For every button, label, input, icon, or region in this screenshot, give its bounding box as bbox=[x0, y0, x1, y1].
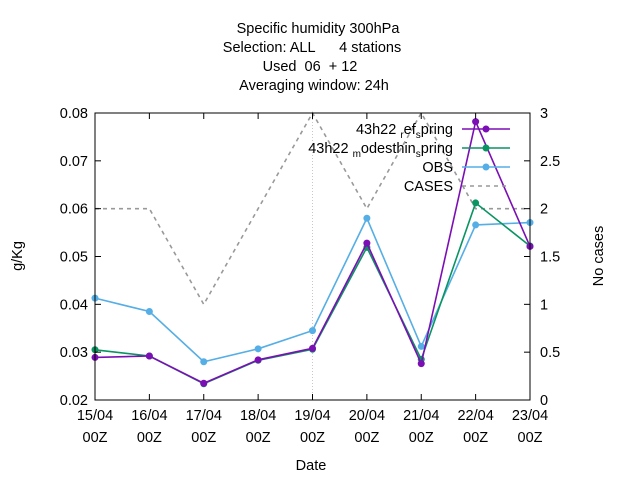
y2-axis-ticks: 0 0.5 1 1.5 2 2.5 3 bbox=[524, 106, 560, 409]
y-tick-label: 0.05 bbox=[60, 250, 88, 266]
series-2-point bbox=[254, 345, 262, 353]
y-tick-label: 0.06 bbox=[60, 202, 88, 218]
x-tick-label-time: 00Z bbox=[191, 430, 216, 446]
x-tick-label-date: 15/04 bbox=[77, 408, 113, 424]
x-tick-label-date: 19/04 bbox=[294, 408, 330, 424]
legend-marker-1 bbox=[482, 144, 490, 152]
x-axis-label: Date bbox=[296, 458, 327, 474]
x-tick-label-time: 00Z bbox=[300, 430, 325, 446]
x-tick-label-time: 00Z bbox=[518, 430, 543, 446]
series-0-point bbox=[254, 356, 262, 364]
series-1-point bbox=[472, 199, 480, 207]
y-tick-label: 0.03 bbox=[60, 345, 88, 361]
chart-title: Specific humidity 300hPa Selection: ALL … bbox=[223, 21, 401, 94]
series-0-point bbox=[200, 379, 208, 387]
x-tick-label-time: 00Z bbox=[354, 430, 379, 446]
x-tick-label-time: 00Z bbox=[246, 430, 271, 446]
series-0-point bbox=[417, 360, 425, 368]
legend-label-1: 43h22 modesthinspring bbox=[308, 141, 453, 160]
legend-label-part: pring bbox=[421, 141, 453, 157]
series-2-point bbox=[472, 221, 480, 229]
legend-label-part: 43h22 bbox=[308, 141, 352, 157]
x-tick-label-date: 22/04 bbox=[457, 408, 493, 424]
x-axis-ticks: 15/04 00Z 16/04 00Z 17/04 00Z 18/04 00Z 19/04 00Z… bbox=[77, 113, 548, 446]
series-2-point bbox=[200, 358, 208, 366]
x-tick-label-date: 17/04 bbox=[186, 408, 222, 424]
y-tick-label: 0.04 bbox=[60, 297, 88, 313]
y-axis-ticks: 0.02 0.03 0.04 0.05 0.06 0.07 0.08 bbox=[60, 106, 101, 409]
y2-tick-label: 1 bbox=[540, 297, 548, 313]
legend-marker-0 bbox=[482, 125, 490, 133]
y2-tick-label: 1.5 bbox=[540, 250, 560, 266]
legend-label-part: pring bbox=[421, 122, 453, 138]
series-0-point bbox=[363, 239, 371, 247]
series-2-point bbox=[309, 327, 316, 335]
series-2-point bbox=[145, 308, 153, 316]
title-line-4: Averaging window: 24h bbox=[239, 78, 389, 94]
x-tick-label-date: 18/04 bbox=[240, 408, 276, 424]
legend-label-part: odesthin bbox=[361, 141, 416, 157]
x-tick-label-time: 00Z bbox=[83, 430, 108, 446]
y-tick-label: 0.08 bbox=[60, 106, 88, 122]
y-tick-label: 0.02 bbox=[60, 393, 88, 409]
y-axis-label: g/Kg bbox=[10, 241, 26, 271]
legend-label-part: r bbox=[400, 130, 404, 141]
legend-label-2: OBS bbox=[422, 160, 453, 176]
legend-label-3: CASES bbox=[404, 179, 453, 195]
y2-tick-label: 0.5 bbox=[540, 345, 560, 361]
x-tick-label-time: 00Z bbox=[463, 430, 488, 446]
series-0-point bbox=[309, 344, 316, 352]
y2-tick-label: 2 bbox=[540, 202, 548, 218]
series-2-point bbox=[363, 214, 371, 222]
series-layer bbox=[91, 111, 534, 388]
x-tick-label-date: 20/04 bbox=[349, 408, 385, 424]
y2-tick-label: 0 bbox=[540, 393, 548, 409]
y2-axis-label: No cases bbox=[591, 226, 607, 286]
legend-marker-2 bbox=[482, 163, 490, 171]
y2-tick-label: 3 bbox=[540, 106, 548, 122]
y2-tick-label: 2.5 bbox=[540, 154, 560, 170]
x-tick-label-date: 23/04 bbox=[512, 408, 548, 424]
x-tick-label-date: 16/04 bbox=[131, 408, 167, 424]
x-tick-label-time: 00Z bbox=[409, 430, 434, 446]
y-tick-label: 0.07 bbox=[60, 154, 88, 170]
series-0-point bbox=[145, 352, 153, 360]
series-0-point bbox=[472, 118, 480, 126]
legend-label-part: s bbox=[416, 130, 421, 141]
title-line-2: Selection: ALL 4 stations bbox=[223, 40, 401, 56]
title-line-1: Specific humidity 300hPa bbox=[237, 21, 401, 37]
legend-label-0: 43h22 refspring bbox=[356, 122, 453, 141]
legend-label-part: m bbox=[353, 149, 361, 160]
title-line-3: Used 06 + 12 bbox=[263, 59, 358, 75]
legend-label-part: ef bbox=[404, 122, 417, 138]
x-tick-label-time: 00Z bbox=[137, 430, 162, 446]
legend-label-part: s bbox=[416, 149, 421, 160]
legend-label-part: 43h22 bbox=[356, 122, 400, 138]
x-tick-label-date: 21/04 bbox=[403, 408, 439, 424]
series-2-point bbox=[417, 342, 425, 350]
